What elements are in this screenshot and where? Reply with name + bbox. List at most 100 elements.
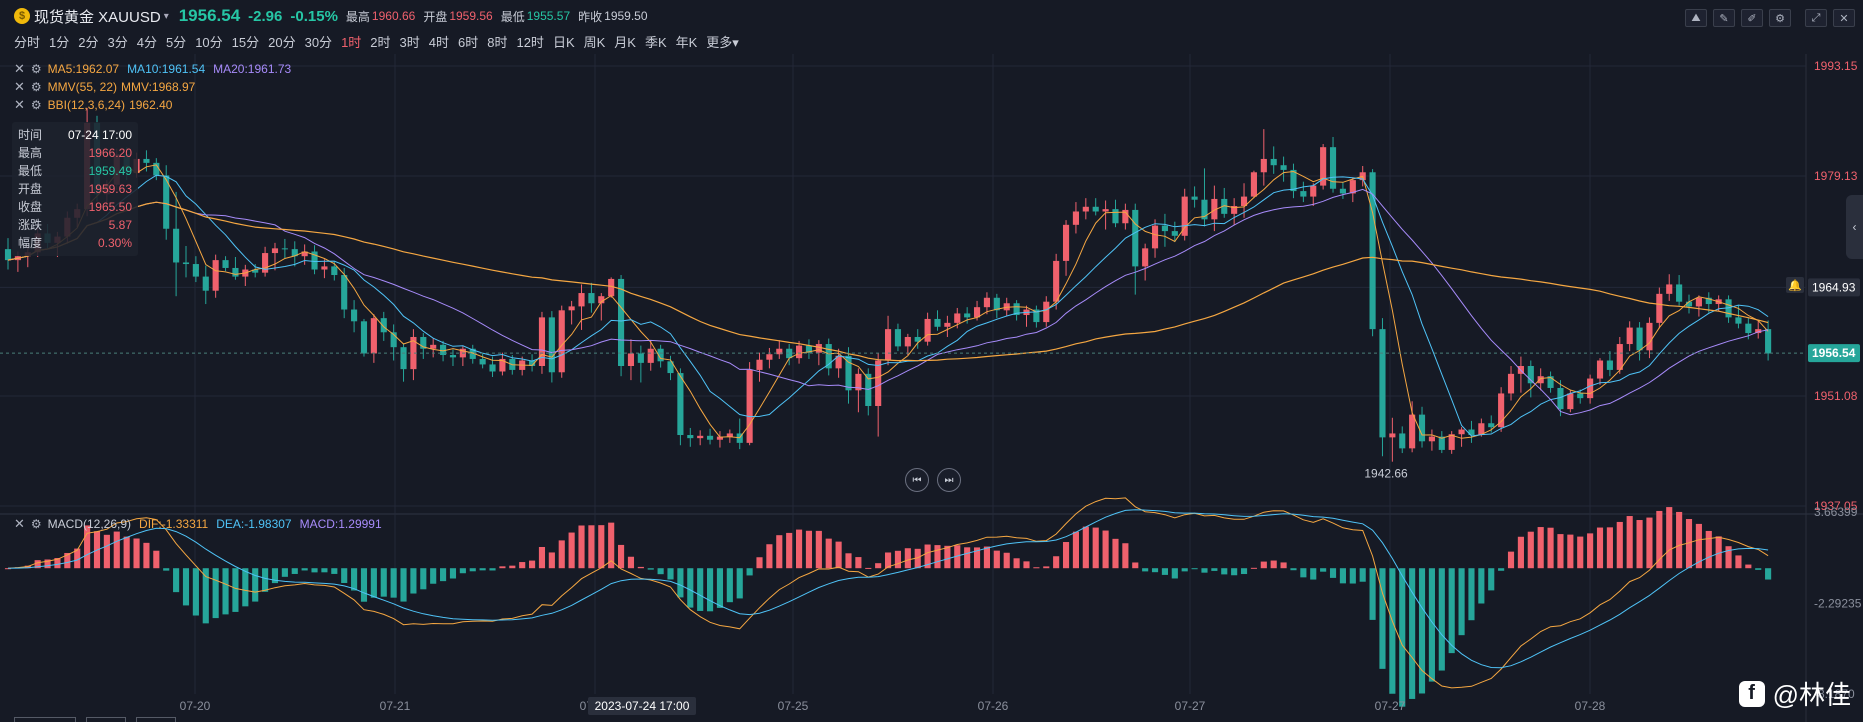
macd-bar bbox=[588, 525, 595, 569]
candle-body bbox=[1349, 180, 1356, 194]
candle-body bbox=[1399, 433, 1406, 449]
gear-icon[interactable]: ⚙ bbox=[30, 62, 42, 76]
period-tab[interactable]: 15分 bbox=[231, 34, 260, 50]
candle-body bbox=[795, 345, 803, 359]
scroll-right-button[interactable]: ⏭ bbox=[937, 468, 961, 492]
macd-bar bbox=[1132, 562, 1139, 569]
macd-bar bbox=[1379, 568, 1386, 669]
candle-body bbox=[252, 269, 259, 273]
candle-body bbox=[647, 348, 654, 363]
macd-bar bbox=[1666, 507, 1673, 569]
candle-body bbox=[1755, 329, 1762, 334]
close-icon[interactable]: ✕ bbox=[14, 516, 25, 531]
settings-icon[interactable]: ⚙ bbox=[1769, 9, 1791, 27]
macd-bar bbox=[993, 550, 1000, 569]
candle-body bbox=[1389, 433, 1396, 438]
draw-pen-icon[interactable]: ✎ bbox=[1713, 9, 1735, 27]
side-panel-toggle[interactable]: ‹ bbox=[1846, 195, 1863, 259]
macd-bar bbox=[786, 532, 793, 569]
candle-body bbox=[776, 348, 783, 355]
ma10-value: MA10:1961.54 bbox=[127, 62, 206, 76]
candle-body bbox=[766, 354, 773, 360]
period-tab[interactable]: 年K bbox=[675, 34, 698, 50]
fullscreen-icon[interactable]: ⤢ bbox=[1805, 9, 1827, 27]
candle-body bbox=[1695, 297, 1702, 307]
bottom-tab[interactable] bbox=[14, 717, 76, 722]
macd-bar bbox=[865, 567, 872, 569]
period-tab[interactable]: 周K bbox=[583, 34, 606, 50]
period-tab[interactable]: 2时 bbox=[370, 34, 391, 50]
candle-body bbox=[469, 348, 476, 359]
macd-bar bbox=[192, 568, 199, 616]
macd-bar bbox=[964, 547, 971, 569]
period-tab[interactable]: 4分 bbox=[136, 34, 157, 50]
period-tab[interactable]: 分时 bbox=[14, 34, 41, 50]
ma5-value: MA5:1962.07 bbox=[47, 62, 120, 76]
gear-icon[interactable]: ⚙ bbox=[30, 517, 42, 531]
macd-bar bbox=[103, 534, 110, 569]
candle-body bbox=[1132, 209, 1139, 267]
period-tab[interactable]: 10分 bbox=[195, 34, 223, 50]
period-tab[interactable]: 日K bbox=[552, 34, 575, 50]
candle-body bbox=[370, 318, 377, 354]
macd-bar bbox=[410, 568, 417, 594]
candle-body bbox=[1290, 169, 1297, 192]
symbol-name[interactable]: 现货黄金 XAUUSD bbox=[34, 8, 161, 26]
period-tab[interactable]: 20分 bbox=[268, 34, 296, 50]
macd-dif: DIF:-1.33311 bbox=[139, 517, 209, 531]
candle-body bbox=[1735, 317, 1742, 324]
scroll-left-button[interactable]: ⏮ bbox=[905, 468, 929, 492]
candle-body bbox=[588, 293, 595, 304]
period-tab[interactable]: 3时 bbox=[399, 34, 420, 50]
period-tab[interactable]: 6时 bbox=[458, 34, 479, 50]
mmv-value: MMV:1968.97 bbox=[121, 80, 196, 94]
candle-body bbox=[884, 329, 892, 361]
period-tab[interactable]: 1分 bbox=[49, 34, 70, 50]
period-tab[interactable]: 更多▾ bbox=[706, 34, 739, 50]
indicator-icon[interactable]: ✐ bbox=[1741, 9, 1763, 27]
close-icon[interactable]: ✕ bbox=[14, 97, 25, 112]
candle-body bbox=[281, 248, 288, 250]
candle-body bbox=[1221, 198, 1228, 214]
period-tab[interactable]: 30分 bbox=[304, 34, 333, 50]
close-window-icon[interactable]: ✕ bbox=[1833, 9, 1855, 27]
close-icon[interactable]: ✕ bbox=[14, 79, 25, 94]
candle-body bbox=[1596, 360, 1604, 379]
close-icon[interactable]: ✕ bbox=[14, 61, 25, 76]
chart-type-icon[interactable]: ⛰ bbox=[1685, 9, 1707, 27]
period-tab[interactable]: 1时 bbox=[341, 34, 362, 50]
bell-icon[interactable]: 🔔 bbox=[1786, 277, 1804, 293]
tooltip-value: 1965.50 bbox=[88, 200, 132, 214]
candle-body bbox=[914, 336, 921, 342]
bottom-tab[interactable] bbox=[136, 717, 176, 722]
last-price: 1956.54 bbox=[178, 6, 241, 25]
candle-body bbox=[212, 260, 219, 291]
time-tick-label: 07-25 bbox=[778, 699, 809, 713]
period-tab[interactable]: 2分 bbox=[78, 34, 99, 50]
macd-bar bbox=[370, 568, 377, 598]
period-tab[interactable]: 5分 bbox=[165, 34, 187, 50]
chevron-down-icon[interactable]: ▾ bbox=[163, 10, 169, 22]
bottom-tab[interactable] bbox=[86, 717, 126, 722]
period-tab[interactable]: 月K bbox=[614, 34, 636, 50]
period-tab[interactable]: 4时 bbox=[428, 34, 449, 50]
macd-bar bbox=[1745, 564, 1752, 569]
macd-bar bbox=[637, 566, 644, 569]
candle-body bbox=[1606, 360, 1613, 370]
macd-bar bbox=[746, 568, 753, 576]
macd-bar bbox=[835, 541, 842, 569]
period-tab[interactable]: 8时 bbox=[487, 34, 508, 50]
macd-bar bbox=[1606, 527, 1613, 569]
tooltip-value: 0.30% bbox=[97, 236, 132, 250]
chart-canvas[interactable]: 1993.15 1979.13 1964.93 1951.08 1937.053.663… bbox=[0, 54, 1863, 722]
gear-icon[interactable]: ⚙ bbox=[30, 98, 42, 112]
gear-icon[interactable]: ⚙ bbox=[30, 80, 42, 94]
tooltip-value: 5.87 bbox=[108, 218, 132, 232]
period-tab[interactable]: 3分 bbox=[107, 34, 128, 50]
candle-body bbox=[993, 297, 1000, 311]
period-tab[interactable]: 季K bbox=[644, 34, 667, 50]
period-tab[interactable]: 12时 bbox=[516, 34, 544, 50]
tooltip-row: 收盘 1965.50 bbox=[18, 198, 132, 216]
candle-body bbox=[1458, 429, 1465, 435]
prev-close-value: 1959.50 bbox=[604, 9, 648, 23]
